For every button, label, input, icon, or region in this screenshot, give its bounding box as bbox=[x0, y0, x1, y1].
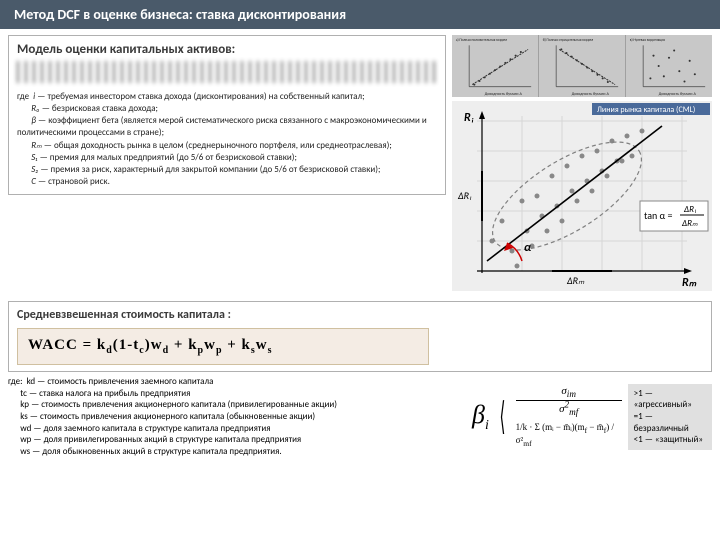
beta-notes: >1 — «агрессивный»=1 — безразличный<1 — … bbox=[628, 384, 712, 450]
beta-symbol: βi bbox=[472, 400, 489, 434]
wacc-definitions: где: kd — стоимость привлечения заемного… bbox=[8, 376, 464, 458]
svg-text:ΔRₘ: ΔRₘ bbox=[681, 218, 698, 229]
svg-text:ΔRₘ: ΔRₘ bbox=[566, 274, 585, 287]
svg-text:ΔRᵢ: ΔRᵢ bbox=[683, 204, 696, 215]
capm-title: Модель оценки капитальных активов: bbox=[17, 42, 437, 57]
svg-text:tan α =: tan α = bbox=[644, 209, 672, 222]
beta-formulas: σim σ2mf 1/k · Σ (mᵢ − m̄ᵢ)(mf − m̄f) / … bbox=[516, 386, 622, 447]
wacc-formula: WACC = kd(1-tc)wd + kpwp + ksws bbox=[17, 328, 429, 365]
svg-text:а) Полная положительная коррел: а) Полная положительная коррел bbox=[456, 37, 507, 42]
wacc-section: Средневзвешенная стоимость капитала : WA… bbox=[8, 301, 712, 372]
svg-text:Rᵢ: Rᵢ bbox=[464, 111, 474, 125]
thumb-cell: а) Полная положительная коррел Доходность… bbox=[452, 35, 539, 97]
capm-formula-image bbox=[17, 61, 437, 83]
thumb-cell: в) Нулевая корреляцияДоходность бумаги В… bbox=[626, 35, 712, 97]
page-title: Метод DCF в оценке бизнеса: ставка диско… bbox=[0, 0, 720, 29]
svg-text:Линия рынка капитала (CML): Линия рынка капитала (CML) bbox=[597, 105, 695, 115]
svg-text:Доходность бумаги А: Доходность бумаги А bbox=[485, 92, 523, 97]
brace-icon: ⟨ bbox=[499, 406, 505, 429]
svg-text:Доходность бумаги А: Доходность бумаги А bbox=[659, 92, 697, 97]
cml-chart: ΔRᵢ ΔRₘ α Rᵢ Rₘ Линия рынка капитала (CML) tan… bbox=[452, 101, 712, 291]
capm-section: Модель оценки капитальных активов: где i… bbox=[8, 35, 446, 195]
capm-definitions: где i — требуемая инвестором ставка дохо… bbox=[17, 91, 437, 188]
wacc-title: Средневзвешенная стоимость капитала : bbox=[17, 308, 703, 322]
svg-text:Доходность бумаги А: Доходность бумаги А bbox=[572, 92, 610, 97]
correlation-thumbnails: а) Полная положительная коррел Доходность… bbox=[452, 35, 712, 97]
beta-section: βi ⟨ σim σ2mf 1/k · Σ (mᵢ − m̄ᵢ)(mf − m̄… bbox=[472, 376, 712, 458]
svg-text:в) Нулевая корреляция: в) Нулевая корреляция bbox=[630, 37, 666, 42]
svg-text:ΔRᵢ: ΔRᵢ bbox=[457, 189, 472, 202]
svg-text:б) Полная отрицательная коррел: б) Полная отрицательная коррел bbox=[543, 37, 594, 42]
svg-text:Rₘ: Rₘ bbox=[682, 276, 697, 290]
thumb-cell: б) Полная отрицательная коррел Доходность… bbox=[539, 35, 626, 97]
svg-text:α: α bbox=[524, 241, 531, 255]
